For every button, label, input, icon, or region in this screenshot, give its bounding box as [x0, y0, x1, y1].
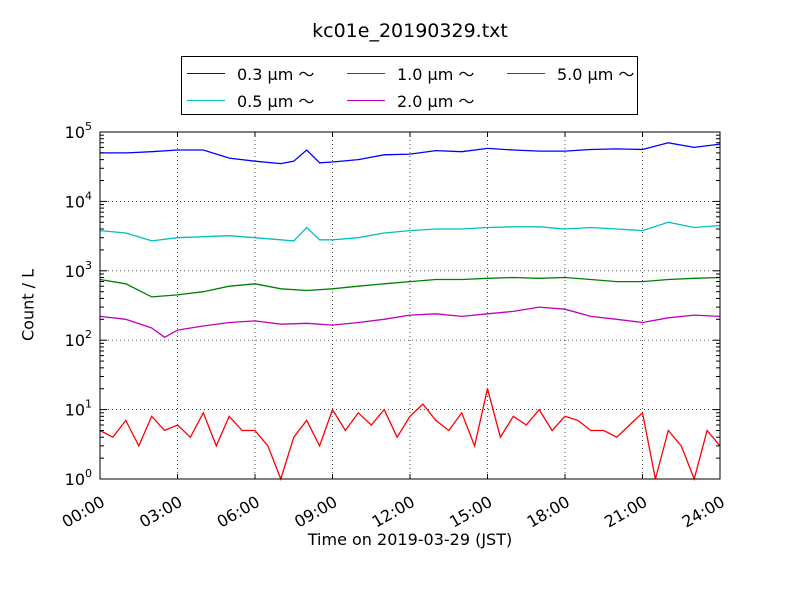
chart-title: kc01e_20190329.txt [312, 20, 508, 42]
series-line-4 [99, 388, 721, 482]
y-tick-label: 102 [65, 328, 92, 350]
series-line-3 [99, 306, 721, 339]
x-tick-label: 24:00 [679, 492, 728, 532]
x-tick-label: 09:00 [291, 492, 340, 532]
y-tick-label: 100 [65, 467, 92, 489]
legend-swatch-1 [187, 99, 225, 101]
x-tick-label: 06:00 [214, 492, 263, 532]
x-axis-label: Time on 2019-03-29 (JST) [307, 530, 513, 549]
y-tick-label: 101 [65, 398, 92, 420]
x-tick-label: 03:00 [136, 492, 185, 532]
legend-item-0: 0.3 μm ～ [187, 62, 314, 84]
chart-legend: 0.3 μm ～ 0.5 μm ～ 1.0 μm ～ 2.0 μm ～ 5.0 … [181, 56, 638, 115]
x-tick-label: 18:00 [524, 492, 573, 532]
legend-label-0: 0.3 μm ～ [237, 65, 315, 84]
series-lines [99, 142, 721, 482]
legend-item-4: 5.0 μm ～ [507, 62, 634, 84]
legend-swatch-0 [187, 72, 225, 74]
series-line-0 [100, 142, 721, 165]
series-line-1 [99, 221, 721, 242]
y-axis-label: Count / L [18, 269, 38, 341]
grid-lines [100, 132, 720, 479]
legend-item-1: 0.5 μm ～ [187, 89, 314, 111]
y-tick-label: 104 [65, 189, 92, 211]
y-tick-label: 105 [65, 120, 92, 142]
axis-ticks: 00:00 03:00 06:00 09:00 12:00 15:00 18:00 21:00… [59, 120, 728, 532]
x-tick-label: 00:00 [59, 492, 108, 532]
series-line-2 [99, 276, 721, 298]
legend-label-4: 5.0 μm ～ [557, 65, 635, 84]
x-tick-label: 15:00 [446, 492, 495, 532]
x-tick-label: 21:00 [601, 492, 650, 532]
legend-label-3: 2.0 μm ～ [397, 92, 475, 111]
legend-label-1: 0.5 μm ～ [237, 92, 315, 111]
y-tick-label: 103 [65, 259, 92, 281]
x-tick-label: 12:00 [369, 492, 418, 532]
legend-swatch-4 [507, 72, 545, 74]
legend-item-3: 2.0 μm ～ [347, 89, 474, 111]
legend-swatch-3 [347, 99, 385, 101]
legend-label-2: 1.0 μm ～ [397, 65, 475, 84]
legend-item-2: 1.0 μm ～ [347, 62, 474, 84]
legend-swatch-2 [347, 72, 385, 74]
